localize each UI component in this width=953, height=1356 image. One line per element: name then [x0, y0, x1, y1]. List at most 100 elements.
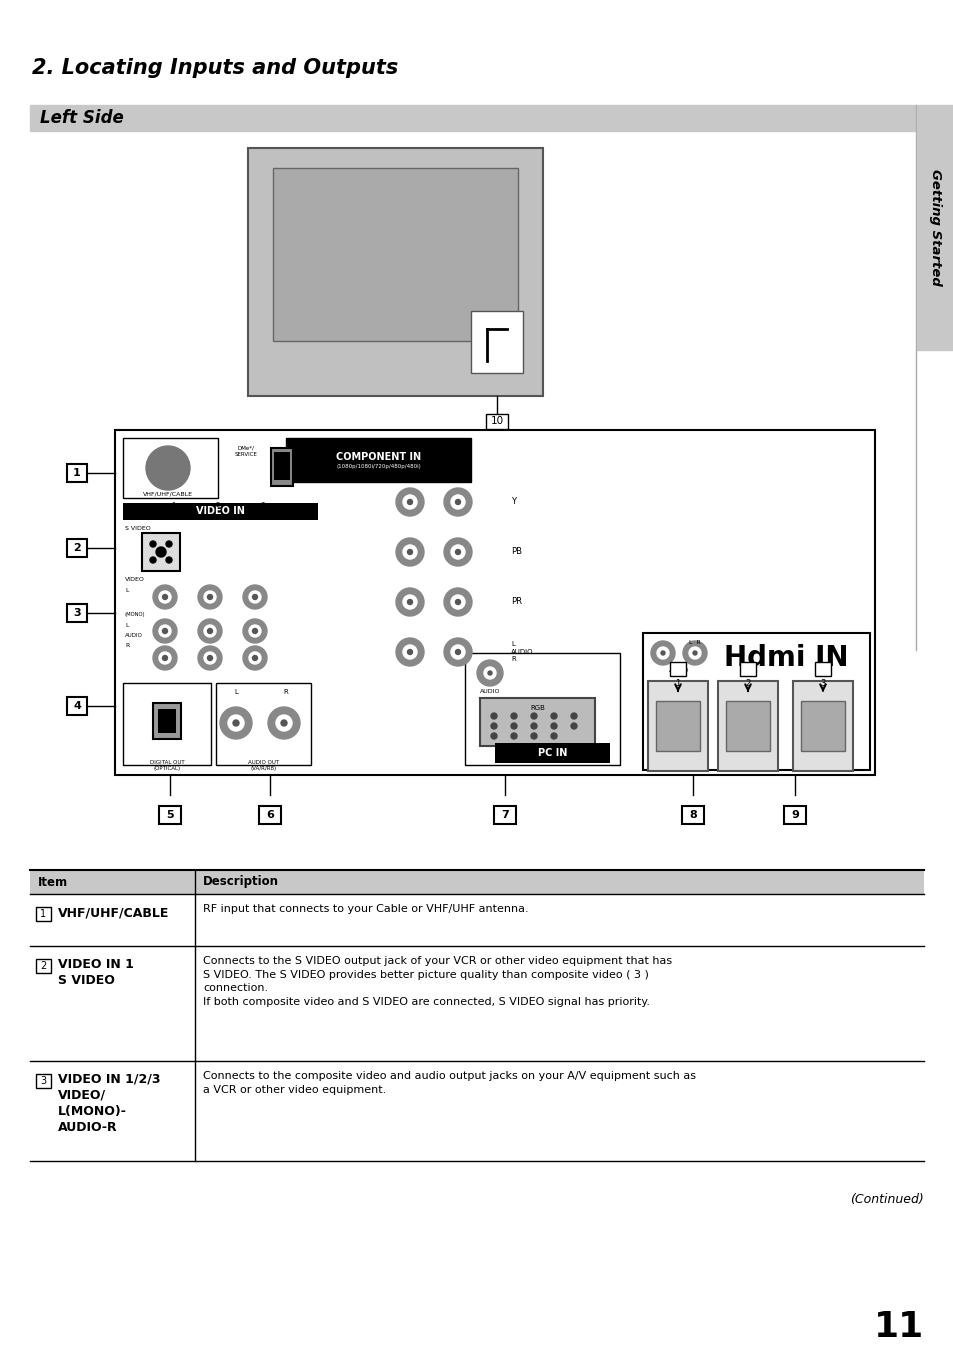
- Text: 2: 2: [744, 678, 750, 687]
- Bar: [123, 683, 211, 765]
- Circle shape: [443, 538, 472, 565]
- Circle shape: [166, 557, 172, 563]
- Circle shape: [162, 628, 168, 633]
- Bar: [273, 168, 517, 340]
- Text: 3: 3: [40, 1077, 47, 1086]
- Circle shape: [159, 591, 171, 603]
- Circle shape: [198, 618, 222, 643]
- Bar: [30, 104, 915, 132]
- Bar: [271, 447, 293, 485]
- Text: 2: 2: [215, 502, 220, 508]
- Circle shape: [253, 655, 257, 660]
- Bar: [471, 311, 522, 373]
- Text: Item: Item: [38, 876, 68, 888]
- Circle shape: [451, 495, 464, 508]
- Bar: [67, 603, 87, 622]
- Text: 4: 4: [73, 701, 81, 711]
- Circle shape: [166, 466, 170, 471]
- Bar: [159, 805, 181, 824]
- Circle shape: [228, 715, 244, 731]
- Circle shape: [402, 545, 416, 559]
- Text: 10: 10: [490, 416, 503, 427]
- Bar: [248, 148, 542, 396]
- Text: (MONO): (MONO): [125, 612, 146, 617]
- Bar: [152, 702, 181, 739]
- Text: AUDIO: AUDIO: [479, 689, 499, 694]
- Circle shape: [162, 594, 168, 599]
- Text: 5: 5: [166, 810, 173, 820]
- Circle shape: [455, 499, 460, 504]
- Circle shape: [692, 651, 697, 655]
- Circle shape: [571, 723, 577, 730]
- Text: Y: Y: [511, 498, 516, 507]
- Bar: [740, 662, 755, 677]
- Text: 2. Locating Inputs and Outputs: 2. Locating Inputs and Outputs: [32, 58, 397, 79]
- Bar: [801, 701, 844, 751]
- Text: DIGITAL OUT
(OPTICAL): DIGITAL OUT (OPTICAL): [150, 759, 184, 772]
- Circle shape: [395, 639, 423, 666]
- Text: L: L: [233, 689, 237, 696]
- Circle shape: [551, 734, 557, 739]
- Circle shape: [243, 618, 267, 643]
- Circle shape: [395, 538, 423, 565]
- Circle shape: [253, 628, 257, 633]
- Bar: [718, 681, 778, 772]
- Bar: [30, 946, 923, 1060]
- Text: Description: Description: [203, 876, 278, 888]
- Circle shape: [268, 706, 299, 739]
- Text: 8: 8: [688, 810, 696, 820]
- Circle shape: [204, 625, 215, 637]
- Bar: [916, 104, 953, 350]
- Circle shape: [156, 456, 180, 480]
- Circle shape: [249, 625, 261, 637]
- Circle shape: [511, 713, 517, 719]
- Circle shape: [220, 706, 252, 739]
- Text: RGB: RGB: [530, 705, 544, 711]
- Circle shape: [455, 650, 460, 655]
- Circle shape: [164, 464, 172, 472]
- Text: VHF/UHF/CABLE: VHF/UHF/CABLE: [143, 491, 193, 496]
- Text: 3: 3: [820, 678, 825, 687]
- Text: PC IN: PC IN: [537, 749, 567, 758]
- Circle shape: [281, 720, 287, 725]
- Bar: [495, 743, 609, 763]
- Bar: [647, 681, 707, 772]
- Text: 1: 1: [171, 502, 175, 508]
- Text: VIDEO IN 1
S VIDEO: VIDEO IN 1 S VIDEO: [58, 957, 133, 987]
- Text: Connects to the S VIDEO output jack of your VCR or other video equipment that ha: Connects to the S VIDEO output jack of y…: [203, 956, 672, 1006]
- Text: RF input that connects to your Cable or VHF/UHF antenna.: RF input that connects to your Cable or …: [203, 904, 528, 914]
- Circle shape: [531, 723, 537, 730]
- Text: VIDEO IN 1/2/3
VIDEO/
L(MONO)-
AUDIO-R: VIDEO IN 1/2/3 VIDEO/ L(MONO)- AUDIO-R: [58, 1073, 160, 1134]
- Circle shape: [243, 584, 267, 609]
- Circle shape: [488, 671, 492, 675]
- Circle shape: [407, 650, 412, 655]
- Text: VIDEO IN: VIDEO IN: [196, 507, 245, 517]
- Text: COMPONENT IN: COMPONENT IN: [335, 452, 420, 462]
- Circle shape: [443, 589, 472, 616]
- Circle shape: [159, 625, 171, 637]
- Text: L: L: [125, 589, 129, 593]
- Text: R: R: [283, 689, 288, 696]
- Circle shape: [162, 655, 168, 660]
- Circle shape: [407, 549, 412, 555]
- Circle shape: [531, 734, 537, 739]
- Text: (1080p/1080i/720p/480p/480i): (1080p/1080i/720p/480p/480i): [335, 464, 420, 469]
- Bar: [464, 654, 619, 765]
- Circle shape: [146, 446, 190, 490]
- Circle shape: [150, 541, 156, 546]
- Text: Getting Started: Getting Started: [928, 170, 941, 286]
- Text: L: L: [125, 622, 129, 628]
- Text: Left Side: Left Side: [40, 108, 124, 127]
- Circle shape: [204, 652, 215, 664]
- Circle shape: [166, 541, 172, 546]
- Circle shape: [253, 594, 257, 599]
- Text: VHF/UHF/CABLE: VHF/UHF/CABLE: [58, 906, 170, 919]
- Circle shape: [443, 639, 472, 666]
- Circle shape: [395, 488, 423, 517]
- Circle shape: [198, 645, 222, 670]
- Text: 1: 1: [73, 468, 81, 479]
- Text: L
AUDIO
R: L AUDIO R: [511, 641, 533, 662]
- Circle shape: [156, 546, 166, 557]
- Circle shape: [571, 713, 577, 719]
- Circle shape: [208, 655, 213, 660]
